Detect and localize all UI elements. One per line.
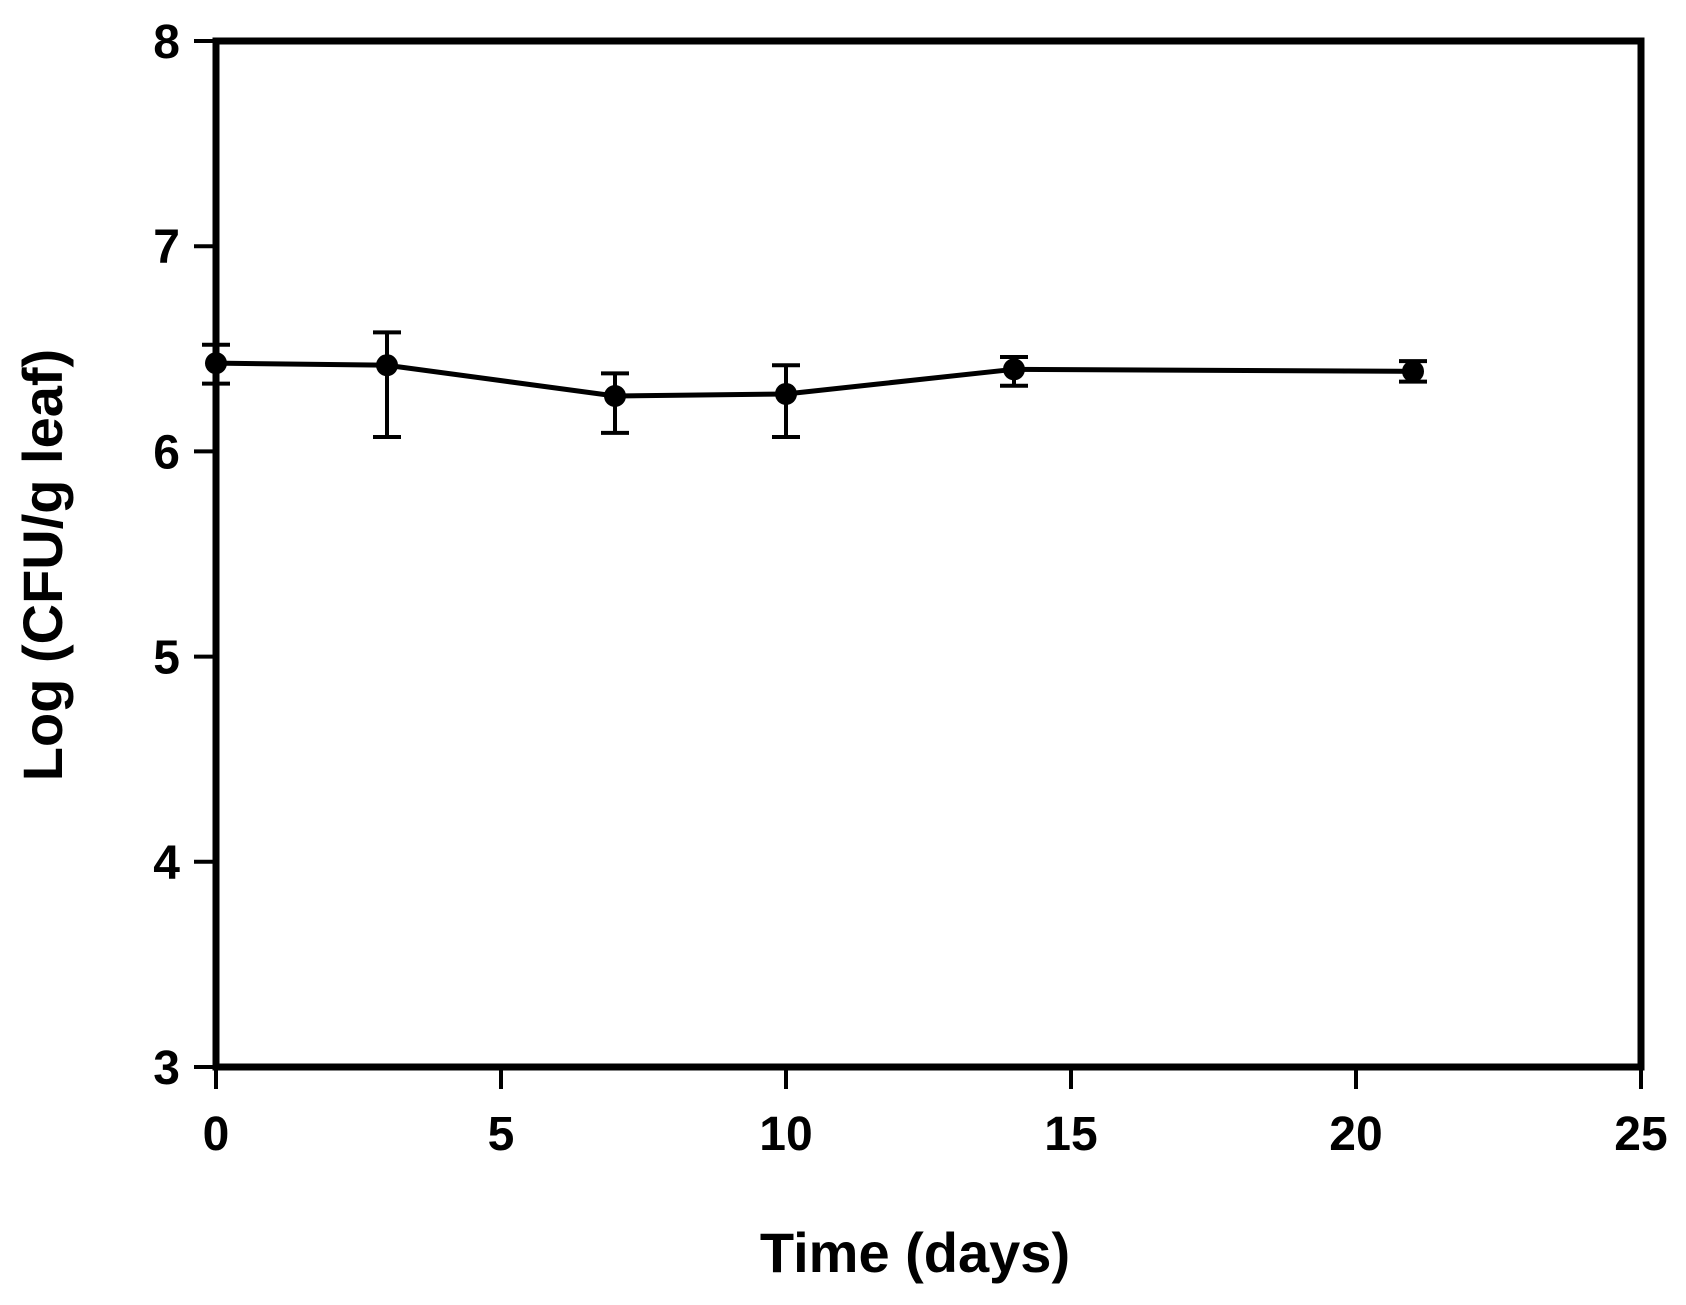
- x-axis-tick-labels: 0 5 10 15 20 25: [203, 1108, 1668, 1161]
- data-point: [376, 354, 398, 377]
- x-tick-label: 15: [1044, 1108, 1097, 1161]
- plot-frame: [212, 37, 1645, 1071]
- data-point: [604, 384, 626, 407]
- x-tick-label: 25: [1614, 1108, 1667, 1161]
- series-lines: [215, 360, 1414, 399]
- x-tick-label: 10: [759, 1108, 812, 1161]
- y-tick-label: 4: [153, 837, 180, 890]
- x-axis-ticks: [214, 1067, 1643, 1089]
- y-tick-label: 3: [153, 1042, 180, 1095]
- y-tick-label: 8: [153, 16, 180, 69]
- data-point: [1402, 360, 1424, 383]
- data-point: [775, 382, 797, 405]
- x-tick-label: 20: [1329, 1108, 1382, 1161]
- y-tick-label: 5: [153, 632, 180, 685]
- y-axis-tick-labels: 3 4 5 6 7 8: [153, 16, 180, 1095]
- x-axis-title: Time (days): [760, 1221, 1070, 1284]
- x-tick-label: 0: [203, 1108, 230, 1161]
- y-axis-ticks: [194, 39, 216, 1069]
- plot-border: [212, 37, 1645, 1071]
- data-point: [205, 352, 227, 375]
- x-tick-label: 5: [488, 1108, 515, 1161]
- data-point: [1003, 358, 1025, 381]
- series-line: [215, 360, 1414, 399]
- error-bars: [202, 330, 1427, 440]
- y-tick-label: 6: [153, 426, 180, 479]
- y-axis-title: Log (CFU/g leaf): [11, 349, 74, 781]
- y-tick-label: 7: [153, 221, 180, 274]
- data-markers: [205, 352, 1424, 407]
